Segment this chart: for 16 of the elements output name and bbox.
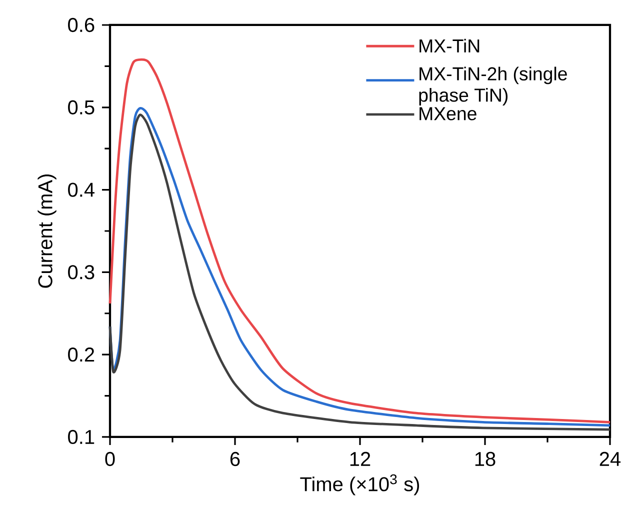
legend-label: MX-TiN-2h (single phase TiN) (419, 66, 567, 106)
legend-label: MXene (420, 107, 476, 120)
y-tick-label: 0.2 (68, 348, 94, 362)
y-tick-label: 0.4 (68, 182, 94, 197)
y-tick-label: 0.6 (68, 18, 94, 32)
x-axis-title: Time (×10$^{3}$ s) (300, 474, 420, 496)
legend-label: MX-TiN (420, 38, 480, 52)
x-tick-label: 0 (105, 452, 115, 466)
x-tick-label: 6 (230, 452, 240, 466)
x-tick-label: 24 (600, 452, 621, 466)
y-tick-label: 0.3 (68, 265, 94, 280)
y-tick-label: 0.1 (68, 430, 94, 444)
y-tick-label: 0.5 (68, 100, 94, 114)
x-tick-label: 12 (350, 452, 370, 466)
x-tick-label: 18 (475, 452, 496, 466)
y-axis-title: Current (mA) (38, 174, 56, 288)
